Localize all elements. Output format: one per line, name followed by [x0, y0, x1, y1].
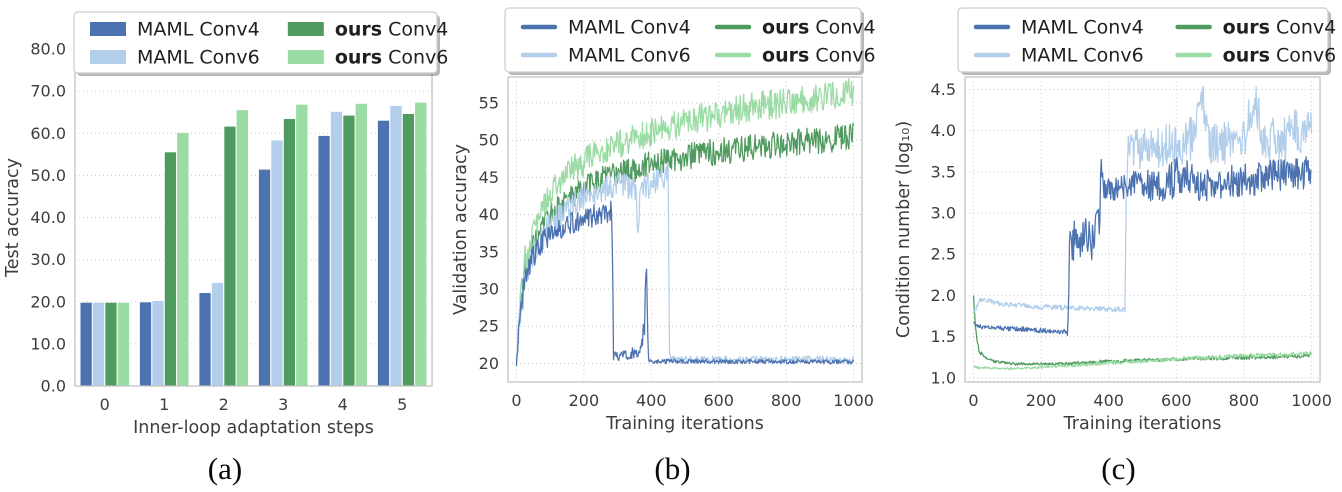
svg-text:200: 200 — [569, 391, 600, 410]
svg-text:35: 35 — [479, 242, 499, 261]
y-axis-label: Validation accuracy — [451, 144, 471, 315]
legend-label: ours Conv6 — [762, 45, 876, 67]
svg-text:3: 3 — [278, 395, 288, 414]
line-series-maml_conv4 — [973, 156, 1312, 337]
legend-label: ours Conv4 — [335, 19, 449, 41]
x-axis-label: Training iterations — [1063, 414, 1222, 434]
legend-label: ours Conv4 — [762, 17, 876, 39]
legend: MAML Conv4 MAML Conv6 ours Conv4 ours Conv6 — [73, 11, 449, 76]
legend: MAML Conv4 MAML Conv6 ours Conv4 ours Conv6 — [504, 7, 876, 75]
line-series-ours_conv4 — [972, 295, 1312, 366]
x-axis-label: Training iterations — [605, 414, 764, 434]
svg-text:1: 1 — [159, 395, 169, 414]
svg-text:3.5: 3.5 — [931, 162, 956, 181]
svg-text:40: 40 — [479, 205, 499, 224]
series-group — [972, 85, 1313, 371]
panel-a: 0.0 10.0 20.0 30.0 40.0 50.0 60.0 70.0 80.0 0 1 2 3 4… — [0, 0, 450, 492]
legend-label: MAML Conv4 — [568, 17, 691, 39]
svg-text:0.0: 0.0 — [41, 377, 66, 396]
y-axis-label: Test accuracy — [3, 158, 23, 278]
svg-text:4: 4 — [338, 395, 348, 414]
svg-text:25: 25 — [479, 317, 499, 336]
svg-text:60.0: 60.0 — [30, 124, 66, 143]
svg-text:30.0: 30.0 — [30, 250, 66, 269]
legend-label: MAML Conv4 — [137, 19, 260, 41]
y-axis-label: Condition number (log₁₀) — [895, 121, 914, 338]
legend-swatch-maml_conv4 — [90, 22, 126, 36]
svg-text:45: 45 — [479, 168, 499, 187]
legend-label: MAML Conv6 — [1021, 45, 1144, 67]
panel-b: 20 25 30 35 40 45 50 55 0 200 400 600 800 1000 Trainin… — [450, 0, 895, 492]
svg-text:1.5: 1.5 — [931, 327, 956, 346]
svg-text:80.0: 80.0 — [30, 40, 66, 59]
svg-text:4.0: 4.0 — [931, 121, 956, 140]
bar-series-ours_conv6 — [116, 101, 428, 386]
line-series-ours_conv4 — [515, 122, 855, 361]
svg-text:1000: 1000 — [833, 391, 874, 410]
chart-background — [895, 0, 1342, 445]
svg-text:0: 0 — [968, 391, 978, 410]
svg-text:1000: 1000 — [1291, 391, 1332, 410]
chart-background — [450, 0, 895, 445]
series-group — [515, 77, 855, 368]
svg-text:600: 600 — [703, 391, 734, 410]
svg-text:2.0: 2.0 — [931, 286, 956, 305]
svg-text:50: 50 — [479, 131, 499, 150]
svg-text:0: 0 — [100, 395, 110, 414]
legend-label: ours Conv6 — [1223, 45, 1337, 67]
svg-text:200: 200 — [1026, 391, 1057, 410]
svg-text:55: 55 — [479, 94, 499, 113]
tick-labels: 0.0 10.0 20.0 30.0 40.0 50.0 60.0 70.0 80.0 0 1 2 3 4… — [30, 40, 407, 415]
bar-chart-test-accuracy: 0.0 10.0 20.0 30.0 40.0 50.0 60.0 70.0 80.0 0 1 2 3 4… — [0, 0, 450, 445]
axes-spines — [964, 76, 1321, 383]
line-chart-validation-accuracy: 20 25 30 35 40 45 50 55 0 200 400 600 800 1000 Trainin… — [450, 0, 895, 445]
line-series-maml_conv4 — [515, 200, 855, 366]
bar-series-maml_conv6 — [91, 104, 403, 386]
tick-labels: 20 25 30 35 40 45 50 55 0 200 400 600 800 1000 — [479, 94, 874, 410]
svg-text:4.5: 4.5 — [931, 80, 956, 99]
svg-text:800: 800 — [1229, 391, 1260, 410]
legend-label: MAML Conv6 — [568, 45, 691, 67]
svg-text:20: 20 — [479, 354, 499, 373]
svg-text:40.0: 40.0 — [30, 208, 66, 227]
svg-text:0: 0 — [511, 391, 521, 410]
legend-swatch-ours_conv4 — [287, 22, 324, 36]
svg-text:600: 600 — [1161, 391, 1192, 410]
legend-label: MAML Conv6 — [137, 47, 260, 69]
svg-text:2.5: 2.5 — [931, 245, 956, 264]
panel-b-caption: (b) — [654, 450, 691, 486]
svg-text:5: 5 — [397, 395, 407, 414]
svg-text:3.0: 3.0 — [931, 204, 956, 223]
legend-swatch-ours_conv6 — [287, 50, 324, 64]
svg-text:20.0: 20.0 — [30, 292, 66, 311]
legend: MAML Conv4 MAML Conv6 ours Conv4 ours Conv6 — [957, 7, 1337, 75]
line-series-ours_conv6 — [973, 350, 1313, 371]
svg-text:2: 2 — [219, 395, 229, 414]
svg-text:400: 400 — [636, 391, 667, 410]
svg-text:1.0: 1.0 — [931, 368, 956, 387]
series-group — [79, 101, 428, 386]
svg-text:70.0: 70.0 — [30, 82, 66, 101]
svg-text:800: 800 — [771, 391, 802, 410]
x-axis-label: Inner-loop adaptation steps — [133, 418, 374, 438]
line-series-maml_conv6 — [515, 161, 855, 364]
line-series-maml_conv6 — [972, 85, 1313, 314]
svg-text:400: 400 — [1093, 391, 1124, 410]
gridlines — [965, 77, 1320, 382]
panel-a-caption: (a) — [207, 450, 243, 486]
legend-swatch-maml_conv6 — [90, 50, 126, 64]
panel-c-caption: (c) — [1101, 450, 1136, 486]
legend-label: ours Conv6 — [335, 47, 449, 69]
legend-label: ours Conv4 — [1223, 17, 1337, 39]
svg-text:30: 30 — [479, 280, 499, 299]
legend-label: MAML Conv4 — [1021, 17, 1144, 39]
svg-text:10.0: 10.0 — [30, 334, 66, 353]
axes-spines — [507, 76, 863, 383]
panel-c: 1.0 1.5 2.0 2.5 3.0 3.5 4.0 4.5 0 200 400 600 800 100… — [895, 0, 1342, 492]
tick-labels: 1.0 1.5 2.0 2.5 3.0 3.5 4.0 4.5 0 200 400 600 800 100… — [931, 80, 1332, 410]
svg-text:50.0: 50.0 — [30, 166, 66, 185]
line-chart-condition-number: 1.0 1.5 2.0 2.5 3.0 3.5 4.0 4.5 0 200 400 600 800 100… — [895, 0, 1342, 445]
line-series-ours_conv6 — [515, 77, 855, 368]
